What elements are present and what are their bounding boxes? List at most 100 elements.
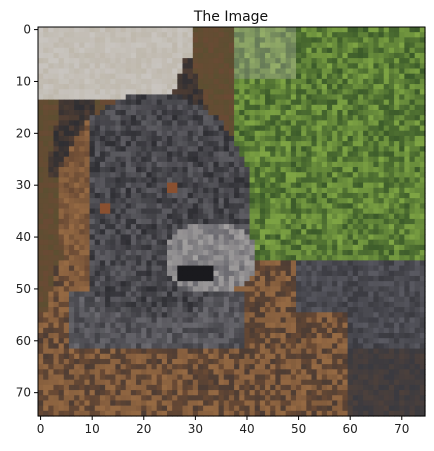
- image-pixel: [151, 32, 158, 38]
- image-pixel: [326, 327, 333, 334]
- image-pixel: [363, 343, 369, 350]
- image-pixel: [172, 120, 178, 127]
- image-pixel: [43, 192, 49, 199]
- image-pixel: [130, 52, 137, 59]
- image-pixel: [68, 130, 75, 137]
- image-pixel: [363, 224, 369, 230]
- image-pixel: [182, 255, 189, 261]
- image-pixel: [321, 229, 328, 236]
- image-pixel: [326, 358, 333, 365]
- image-pixel: [203, 255, 209, 261]
- image-pixel: [105, 244, 111, 251]
- image-pixel: [280, 218, 287, 225]
- image-pixel: [409, 115, 416, 121]
- image-pixel: [239, 265, 245, 272]
- image-pixel: [63, 270, 70, 277]
- image-pixel: [58, 291, 65, 298]
- image-pixel: [378, 104, 385, 111]
- image-pixel: [146, 208, 153, 215]
- image-pixel: [352, 42, 359, 49]
- image-pixel: [223, 32, 230, 38]
- image-pixel: [306, 27, 313, 33]
- image-pixel: [208, 270, 215, 277]
- image-pixel: [151, 312, 158, 319]
- image-pixel: [110, 229, 116, 236]
- image-pixel: [399, 317, 405, 324]
- image-pixel: [383, 89, 390, 96]
- image-pixel: [301, 120, 307, 127]
- image-pixel: [223, 333, 230, 339]
- image-pixel: [125, 52, 132, 59]
- image-pixel: [337, 125, 344, 132]
- image-pixel: [347, 109, 354, 116]
- image-pixel: [197, 151, 204, 158]
- image-pixel: [48, 348, 55, 355]
- image-pixel: [259, 265, 266, 272]
- image-pixel: [74, 32, 80, 38]
- image-pixel: [197, 239, 204, 246]
- image-pixel: [342, 32, 349, 38]
- image-pixel: [306, 327, 313, 334]
- image-pixel: [275, 239, 282, 246]
- image-pixel: [306, 255, 313, 261]
- image-pixel: [306, 208, 313, 215]
- image-pixel: [249, 125, 256, 132]
- image-pixel: [115, 343, 122, 350]
- image-pixel: [337, 203, 344, 210]
- image-pixel: [419, 52, 426, 59]
- image-pixel: [74, 192, 80, 199]
- image-pixel: [280, 89, 287, 96]
- image-pixel: [388, 203, 395, 210]
- image-pixel: [177, 229, 184, 236]
- image-pixel: [404, 182, 411, 189]
- image-pixel: [388, 224, 395, 230]
- image-pixel: [156, 156, 163, 163]
- image-pixel: [203, 84, 209, 90]
- image-pixel: [213, 239, 220, 246]
- image-pixel: [388, 141, 395, 147]
- image-pixel: [321, 353, 328, 360]
- image-pixel: [234, 89, 240, 96]
- image-pixel: [58, 296, 65, 303]
- image-pixel: [306, 182, 313, 189]
- image-pixel: [89, 187, 96, 194]
- image-pixel: [156, 338, 163, 344]
- image-pixel: [177, 275, 184, 282]
- image-pixel: [270, 84, 276, 90]
- image-pixel: [296, 47, 302, 54]
- image-pixel: [141, 307, 147, 313]
- image-pixel: [141, 234, 147, 241]
- image-pixel: [290, 130, 297, 137]
- image-pixel: [94, 115, 101, 121]
- image-pixel: [265, 68, 271, 75]
- image-pixel: [74, 161, 80, 168]
- image-pixel: [223, 255, 230, 261]
- image-pixel: [326, 104, 333, 111]
- image-pixel: [48, 213, 55, 220]
- image-pixel: [172, 286, 178, 293]
- image-pixel: [404, 58, 411, 64]
- image-pixel: [38, 338, 44, 344]
- image-pixel: [249, 37, 256, 44]
- image-pixel: [89, 78, 96, 85]
- image-pixel: [167, 78, 173, 85]
- image-pixel: [239, 312, 245, 319]
- image-pixel: [74, 63, 80, 70]
- image-pixel: [259, 47, 266, 54]
- image-pixel: [68, 255, 75, 261]
- image-pixel: [321, 255, 328, 261]
- image-pixel: [399, 172, 405, 179]
- image-pixel: [182, 224, 189, 230]
- image-pixel: [239, 213, 245, 220]
- image-pixel: [58, 63, 65, 70]
- image-pixel: [89, 343, 96, 350]
- image-pixel: [259, 353, 266, 360]
- image-pixel: [301, 348, 307, 355]
- image-pixel: [125, 224, 132, 230]
- image-pixel: [63, 213, 70, 220]
- image-pixel: [105, 146, 111, 153]
- image-pixel: [357, 327, 364, 334]
- image-pixel: [38, 141, 44, 147]
- image-pixel: [326, 301, 333, 308]
- image-pixel: [357, 187, 364, 194]
